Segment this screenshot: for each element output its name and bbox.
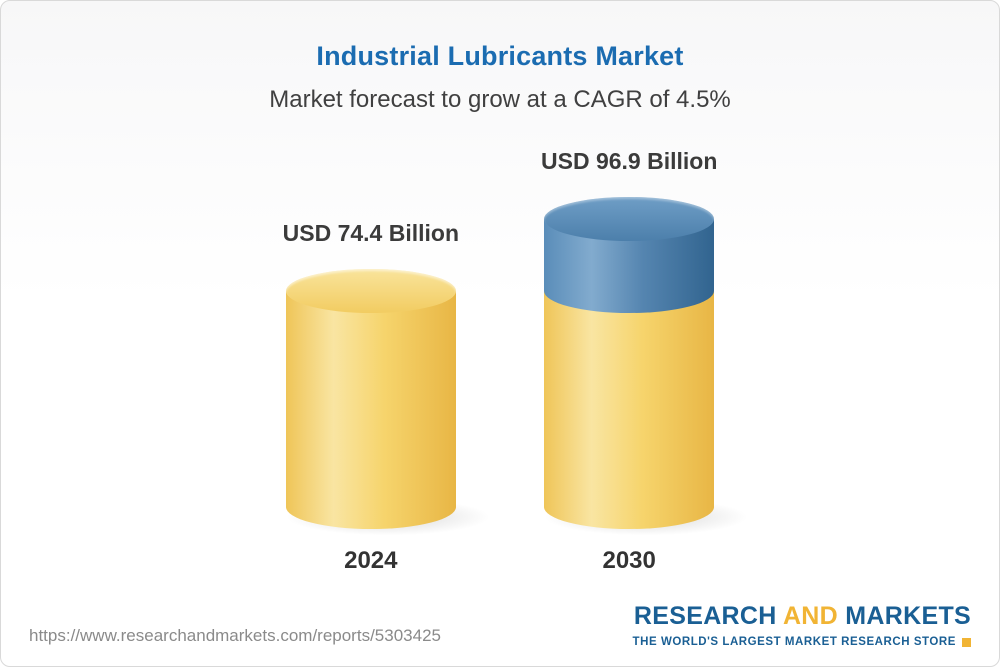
logo-word-research: RESEARCH xyxy=(633,602,777,630)
category-label-2030: 2030 xyxy=(602,547,656,575)
chart-title: Industrial Lubricants Market xyxy=(316,41,684,71)
logo-word-markets: MARKETS xyxy=(845,602,971,630)
footer: https://www.researchandmarkets.com/repor… xyxy=(1,602,999,666)
chart-header: Industrial Lubricants Market Market fore… xyxy=(1,1,999,114)
logo-wordmark: RESEARCH AND MARKETS xyxy=(633,602,971,631)
bar-2030: USD 96.9 Billion 2030 xyxy=(536,148,757,575)
cylinder-bar-chart: USD 74.4 Billion 2024 USD 96.9 Billion 2… xyxy=(1,148,999,575)
research-and-markets-logo: RESEARCH AND MARKETS THE WORLD'S LARGEST… xyxy=(633,602,971,648)
cylinder-2024 xyxy=(277,269,498,538)
cylinder-2030 xyxy=(536,197,757,538)
value-label-2030: USD 96.9 Billion xyxy=(541,148,718,174)
bar-2024: USD 74.4 Billion 2024 xyxy=(277,220,498,575)
logo-gold-square-icon xyxy=(962,637,971,647)
logo-tagline-text: THE WORLD'S LARGEST MARKET RESEARCH STOR… xyxy=(632,636,956,648)
cylinder-top-2024 xyxy=(285,269,456,313)
cylinder-body-2024 xyxy=(285,291,456,530)
cylinder-top-2030 xyxy=(544,197,715,241)
logo-word-and: AND xyxy=(782,602,839,630)
category-label-2024: 2024 xyxy=(344,547,398,575)
value-label-2024: USD 74.4 Billion xyxy=(282,220,459,246)
chart-subtitle: Market forecast to grow at a CAGR of 4.5… xyxy=(269,86,731,113)
logo-tagline: THE WORLD'S LARGEST MARKET RESEARCH STOR… xyxy=(633,636,971,648)
source-url-link[interactable]: https://www.researchandmarkets.com/repor… xyxy=(29,626,441,645)
cylinder-body-base-2030 xyxy=(544,291,715,530)
